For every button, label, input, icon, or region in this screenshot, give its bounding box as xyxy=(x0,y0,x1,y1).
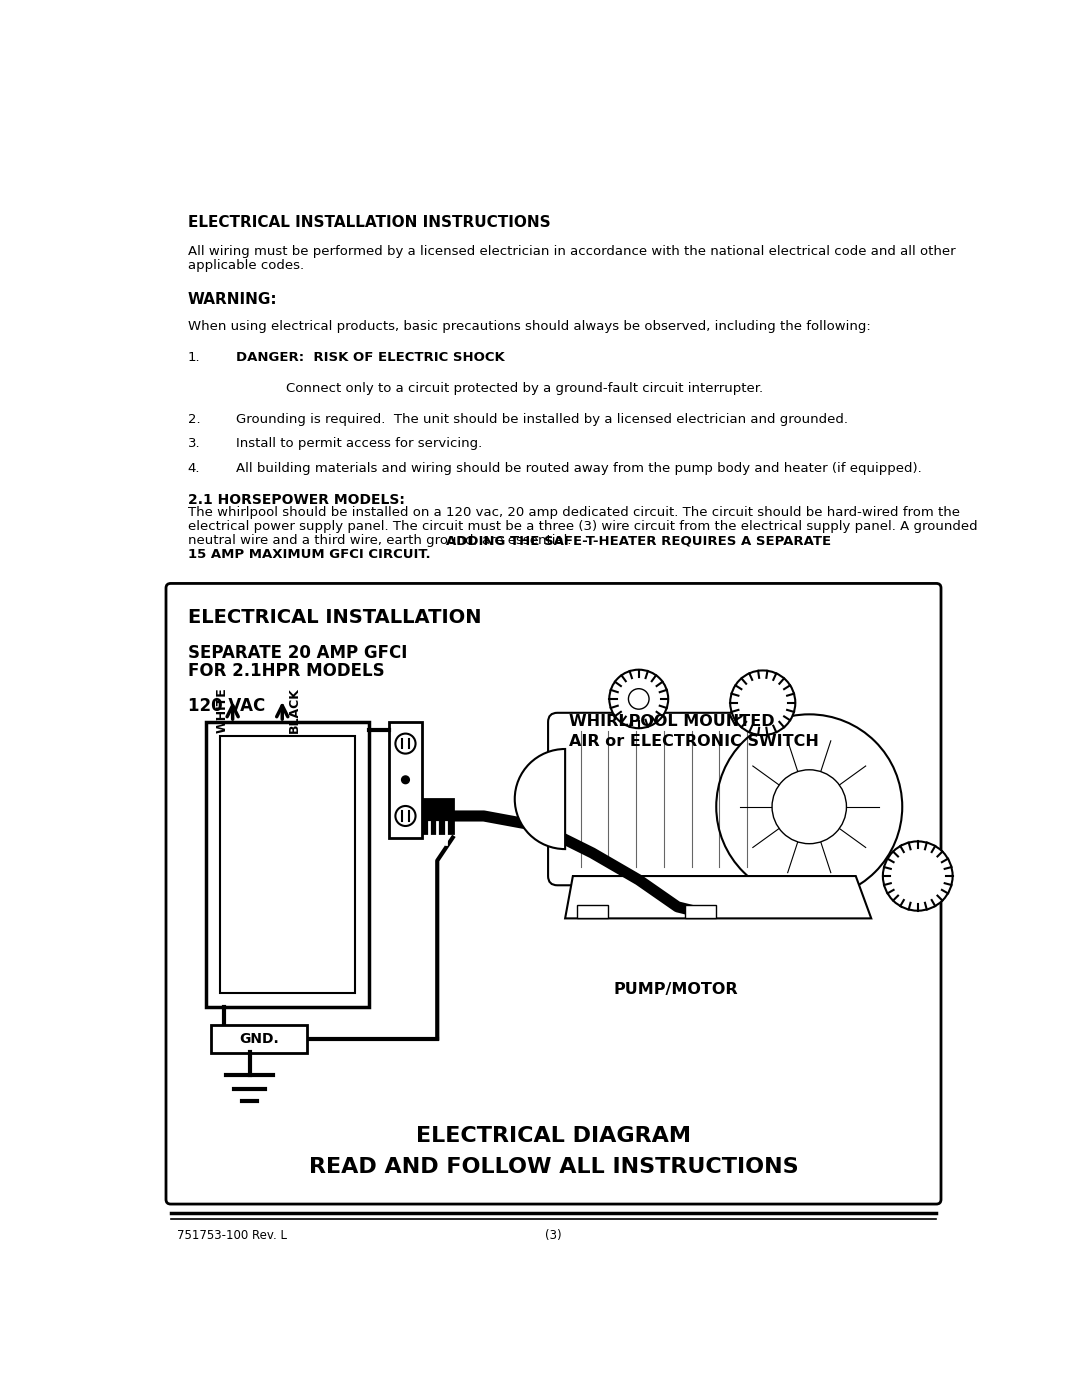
Circle shape xyxy=(772,770,847,844)
Wedge shape xyxy=(515,749,565,849)
Text: Grounding is required.  The unit should be installed by a licensed electrician a: Grounding is required. The unit should b… xyxy=(235,412,848,426)
Text: 120 VAC: 120 VAC xyxy=(188,697,265,715)
Text: WHIRLPOOL MOUNTED: WHIRLPOOL MOUNTED xyxy=(569,714,774,729)
Bar xyxy=(220,736,355,993)
Text: SEPARATE 20 AMP GFCI: SEPARATE 20 AMP GFCI xyxy=(188,644,407,662)
Text: 3.: 3. xyxy=(188,437,200,450)
FancyBboxPatch shape xyxy=(211,1024,307,1053)
Text: 4.: 4. xyxy=(188,462,200,475)
FancyBboxPatch shape xyxy=(166,584,941,1204)
Circle shape xyxy=(402,775,409,784)
Text: Install to permit access for servicing.: Install to permit access for servicing. xyxy=(235,437,482,450)
Text: 1.: 1. xyxy=(188,351,200,363)
Text: ELECTRICAL INSTALLATION: ELECTRICAL INSTALLATION xyxy=(188,608,482,627)
Text: ADDING THE SAFE-T-HEATER REQUIRES A SEPARATE: ADDING THE SAFE-T-HEATER REQUIRES A SEPA… xyxy=(446,534,831,548)
Text: electrical power supply panel. The circuit must be a three (3) wire circuit from: electrical power supply panel. The circu… xyxy=(188,520,977,534)
Text: WARNING:: WARNING: xyxy=(188,292,278,307)
Text: PUMP/MOTOR: PUMP/MOTOR xyxy=(613,982,739,997)
Text: When using electrical products, basic precautions should always be observed, inc: When using electrical products, basic pr… xyxy=(188,320,870,332)
Bar xyxy=(902,845,918,907)
Circle shape xyxy=(395,733,416,753)
Circle shape xyxy=(609,669,669,728)
Text: AIR or ELECTRONIC SWITCH: AIR or ELECTRONIC SWITCH xyxy=(569,735,819,749)
Text: Connect only to a circuit protected by a ground-fault circuit interrupter.: Connect only to a circuit protected by a… xyxy=(286,381,764,395)
Circle shape xyxy=(395,806,416,826)
Bar xyxy=(423,799,453,833)
Text: 2.: 2. xyxy=(188,412,200,426)
Bar xyxy=(389,722,422,838)
Circle shape xyxy=(882,841,953,911)
Text: The whirlpool should be installed on a 120 vac, 20 amp dedicated circuit. The ci: The whirlpool should be installed on a 1… xyxy=(188,507,960,520)
Bar xyxy=(685,904,716,918)
Text: ELECTRICAL INSTALLATION INSTRUCTIONS: ELECTRICAL INSTALLATION INSTRUCTIONS xyxy=(188,215,551,231)
Bar xyxy=(206,722,369,1007)
Circle shape xyxy=(629,689,649,710)
Text: neutral wire and a third wire, earth ground, are essential.: neutral wire and a third wire, earth gro… xyxy=(188,534,576,548)
Bar xyxy=(577,904,608,918)
Text: DANGER:  RISK OF ELECTRIC SHOCK: DANGER: RISK OF ELECTRIC SHOCK xyxy=(235,351,504,363)
Text: READ AND FOLLOW ALL INSTRUCTIONS: READ AND FOLLOW ALL INSTRUCTIONS xyxy=(309,1157,798,1178)
Text: 15 AMP MAXIMUM GFCI CIRCUIT.: 15 AMP MAXIMUM GFCI CIRCUIT. xyxy=(188,548,430,562)
Text: All building materials and wiring should be routed away from the pump body and h: All building materials and wiring should… xyxy=(235,462,921,475)
Circle shape xyxy=(716,714,902,900)
Text: (3): (3) xyxy=(545,1229,562,1242)
Polygon shape xyxy=(565,876,872,918)
Text: FOR 2.1HPR MODELS: FOR 2.1HPR MODELS xyxy=(188,662,384,680)
Circle shape xyxy=(730,671,795,735)
Text: BLACK: BLACK xyxy=(288,687,301,733)
Text: 2.1 HORSEPOWER MODELS:: 2.1 HORSEPOWER MODELS: xyxy=(188,493,405,507)
FancyBboxPatch shape xyxy=(548,712,780,886)
Text: 751753-100 Rev. L: 751753-100 Rev. L xyxy=(177,1229,287,1242)
Text: GND.: GND. xyxy=(239,1031,279,1045)
Text: ELECTRICAL DIAGRAM: ELECTRICAL DIAGRAM xyxy=(416,1126,691,1147)
Text: applicable codes.: applicable codes. xyxy=(188,258,303,271)
Text: All wiring must be performed by a licensed electrician in accordance with the na: All wiring must be performed by a licens… xyxy=(188,244,956,257)
Text: WHITE: WHITE xyxy=(215,687,228,733)
